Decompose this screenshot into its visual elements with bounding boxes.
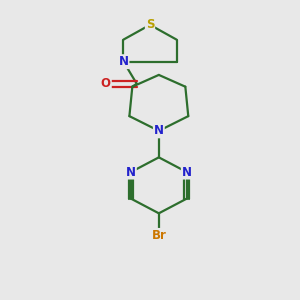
Text: N: N xyxy=(118,55,128,68)
Text: O: O xyxy=(101,77,111,90)
Text: N: N xyxy=(182,166,192,178)
Text: Br: Br xyxy=(152,229,166,242)
Text: S: S xyxy=(146,18,154,32)
Text: N: N xyxy=(154,124,164,137)
Text: N: N xyxy=(126,166,136,178)
